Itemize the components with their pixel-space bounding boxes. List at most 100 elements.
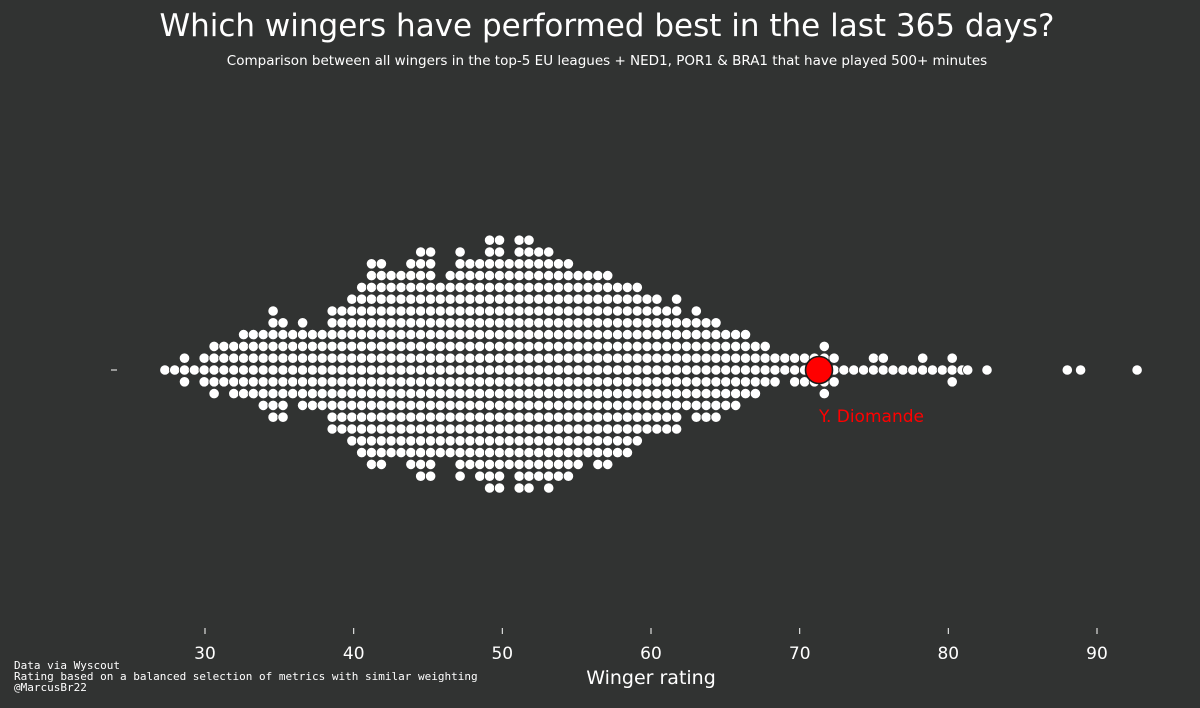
data-point <box>493 340 506 352</box>
data-point <box>365 411 378 423</box>
data-point <box>493 387 506 400</box>
data-point <box>602 340 614 352</box>
data-point <box>493 470 506 482</box>
data-point <box>562 317 575 329</box>
data-point <box>296 399 309 411</box>
data-point <box>661 423 673 435</box>
data-point <box>513 328 525 341</box>
data-point <box>533 364 545 376</box>
data-point <box>523 423 535 435</box>
data-point <box>621 435 634 447</box>
data-point <box>621 317 634 329</box>
data-point <box>513 458 525 470</box>
data-point <box>946 352 958 364</box>
data-point <box>1075 364 1087 376</box>
data-point <box>651 399 663 411</box>
data-point <box>444 352 456 364</box>
data-point <box>838 364 850 376</box>
data-point <box>503 340 515 352</box>
data-point <box>523 458 535 470</box>
data-point <box>395 281 407 293</box>
data-point <box>533 281 545 293</box>
data-point <box>749 387 762 400</box>
data-point <box>503 458 515 470</box>
data-point <box>710 352 722 364</box>
data-point <box>730 387 742 400</box>
data-point <box>720 364 732 376</box>
data-point <box>611 281 624 293</box>
x-tick-label: 80 <box>937 644 959 664</box>
data-point <box>405 317 417 329</box>
data-point <box>483 470 496 482</box>
data-point <box>424 328 437 341</box>
data-point <box>454 246 466 258</box>
data-point <box>582 317 594 329</box>
data-point <box>513 281 525 293</box>
data-point <box>493 305 506 317</box>
data-point <box>365 258 378 270</box>
data-point <box>365 458 378 470</box>
data-point <box>730 340 742 352</box>
data-point <box>543 423 555 435</box>
data-point <box>543 482 555 494</box>
data-point <box>651 376 663 388</box>
data-point <box>483 435 496 447</box>
data-point <box>395 435 407 447</box>
data-point <box>562 458 575 470</box>
data-point <box>670 305 683 317</box>
data-point <box>670 376 683 388</box>
data-point <box>602 435 614 447</box>
data-point <box>385 399 397 411</box>
data-point <box>631 328 643 341</box>
data-point <box>356 317 368 329</box>
data-point <box>287 340 299 352</box>
data-point <box>483 482 496 494</box>
data-point <box>592 411 604 423</box>
data-point <box>228 387 240 400</box>
data-point <box>238 387 250 400</box>
data-point <box>513 423 525 435</box>
data-point <box>385 305 397 317</box>
data-point <box>483 340 496 352</box>
data-point <box>267 328 279 341</box>
data-point <box>375 328 387 341</box>
data-point <box>700 376 712 388</box>
data-point <box>483 269 496 282</box>
data-point <box>365 352 378 364</box>
data-point <box>375 399 387 411</box>
data-point <box>198 352 210 364</box>
data-point <box>602 411 614 423</box>
data-point <box>385 411 397 423</box>
data-point <box>759 352 771 364</box>
data-point <box>336 376 348 388</box>
data-point <box>582 340 594 352</box>
data-point <box>178 364 191 376</box>
data-point <box>503 269 515 282</box>
data-point <box>670 317 683 329</box>
data-point <box>543 293 555 305</box>
data-point <box>306 387 319 400</box>
data-point <box>336 317 348 329</box>
data-point <box>493 269 506 282</box>
data-point <box>238 352 250 364</box>
data-point <box>582 269 594 282</box>
data-point <box>572 376 584 388</box>
data-point <box>464 435 476 447</box>
data-point <box>503 446 515 459</box>
data-point <box>464 411 476 423</box>
data-point <box>572 328 584 341</box>
data-point <box>464 293 476 305</box>
data-point <box>611 446 624 459</box>
data-point <box>454 317 466 329</box>
data-point <box>316 340 328 352</box>
data-point <box>523 234 535 246</box>
data-point <box>405 387 417 400</box>
data-point <box>503 435 515 447</box>
data-point <box>690 340 702 352</box>
data-point <box>415 411 427 423</box>
data-point <box>523 340 535 352</box>
data-point <box>877 364 889 376</box>
data-point <box>444 446 456 459</box>
data-point <box>523 352 535 364</box>
data-point <box>434 328 446 341</box>
